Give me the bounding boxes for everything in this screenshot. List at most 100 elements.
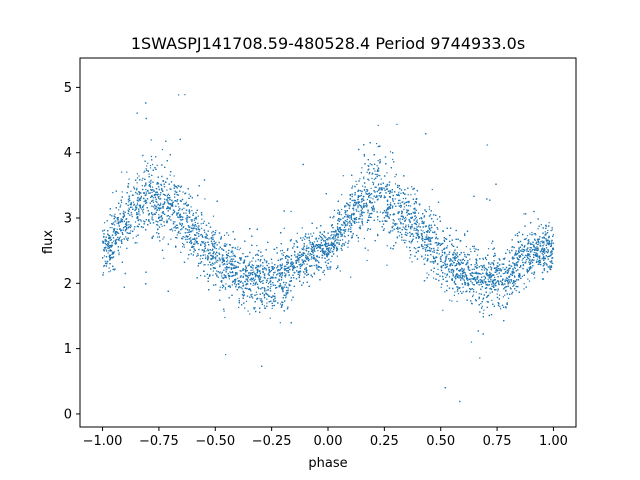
data-point [417,232,419,234]
data-point [536,246,538,248]
data-point [169,208,171,210]
data-point [238,298,240,300]
data-point [513,275,516,277]
data-point [178,185,180,187]
data-point [457,286,459,288]
data-point [351,214,353,216]
data-point [457,293,460,295]
data-point [392,230,394,232]
data-point [163,201,166,203]
data-point [175,224,177,226]
data-point [162,238,164,240]
data-point [179,219,181,221]
data-point [318,246,320,248]
data-point [424,257,426,259]
data-point [221,256,223,258]
data-point [359,225,361,227]
data-point [516,257,518,259]
data-point [262,267,264,269]
data-point [345,241,347,243]
data-point [505,306,507,308]
data-point [225,354,227,356]
data-point [498,269,500,272]
data-point [534,233,536,235]
data-point [547,239,550,241]
data-point [371,206,373,208]
data-point [482,312,484,315]
data-point [474,272,476,274]
data-point [245,268,247,270]
data-point [405,216,407,218]
data-point [343,226,346,228]
data-point [428,230,430,232]
data-point [133,204,135,206]
data-point [297,256,299,258]
data-point [403,206,406,208]
data-point [111,227,113,229]
data-point [419,218,421,220]
data-point [346,218,348,220]
data-point [285,265,287,267]
data-point [534,249,536,251]
data-point [234,281,236,283]
data-point [472,295,474,298]
data-point [162,193,164,195]
data-point [379,175,381,177]
data-point [303,260,305,262]
data-point [246,282,248,284]
data-point [422,222,424,224]
data-point [188,216,190,218]
data-point [473,247,475,249]
data-point [204,231,206,233]
data-point [433,271,435,273]
data-point [522,261,524,263]
data-point [144,201,146,203]
data-point [410,205,412,207]
data-point [356,183,358,186]
data-point [205,258,207,260]
data-point [392,225,394,227]
data-point [481,266,483,269]
data-point [488,263,490,265]
data-point [539,261,541,263]
data-point [273,295,275,297]
data-point [450,260,452,262]
data-point [454,276,456,278]
data-point [151,186,154,188]
data-point [305,258,307,260]
data-point [231,255,233,257]
data-point [247,277,249,279]
data-point [355,219,357,221]
data-point [518,255,520,257]
data-point [108,250,110,252]
data-point [230,272,232,274]
data-point [518,273,520,275]
data-point [343,229,345,231]
data-point [378,174,380,176]
data-point [409,257,411,259]
data-point [456,269,458,271]
data-point [449,299,451,301]
data-point [103,264,106,266]
data-point [128,178,130,180]
data-point [162,207,164,209]
data-point [309,254,311,256]
data-point [428,208,431,210]
data-point [403,217,405,220]
data-point [142,220,145,222]
data-point [429,214,432,216]
data-point [523,238,525,241]
data-point [532,253,535,256]
data-point [288,274,290,276]
data-point [396,123,398,125]
data-point [368,195,370,197]
data-point [543,269,545,272]
data-point [530,260,532,262]
data-point [388,216,390,218]
data-point [506,303,508,305]
data-point [407,194,409,196]
data-point [138,212,140,214]
data-point [271,307,273,309]
data-point [446,275,448,277]
data-point [378,183,380,185]
